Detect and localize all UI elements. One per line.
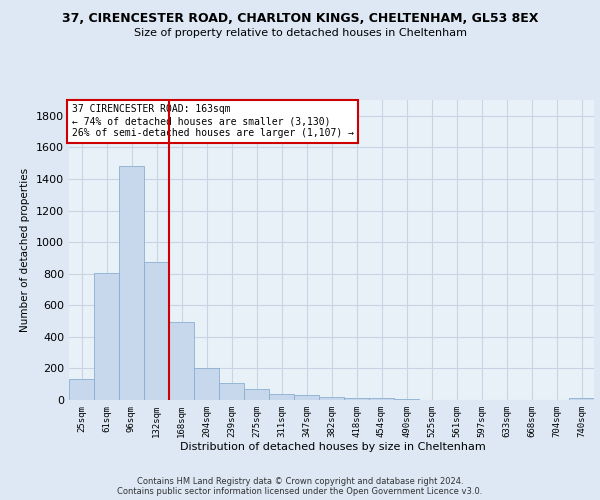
Text: Contains HM Land Registry data © Crown copyright and database right 2024.: Contains HM Land Registry data © Crown c…	[137, 478, 463, 486]
Bar	[319, 397, 344, 400]
Text: 37 CIRENCESTER ROAD: 163sqm
← 74% of detached houses are smaller (3,130)
26% of : 37 CIRENCESTER ROAD: 163sqm ← 74% of det…	[71, 104, 353, 138]
Bar	[269, 394, 294, 400]
Bar	[119, 166, 144, 400]
Bar	[394, 399, 419, 400]
Bar	[344, 398, 369, 400]
Bar	[244, 390, 269, 400]
Bar	[169, 322, 194, 400]
Text: Contains public sector information licensed under the Open Government Licence v3: Contains public sector information licen…	[118, 488, 482, 496]
Text: 37, CIRENCESTER ROAD, CHARLTON KINGS, CHELTENHAM, GL53 8EX: 37, CIRENCESTER ROAD, CHARLTON KINGS, CH…	[62, 12, 538, 26]
Bar	[69, 380, 94, 400]
Y-axis label: Number of detached properties: Number of detached properties	[20, 168, 31, 332]
Text: Distribution of detached houses by size in Cheltenham: Distribution of detached houses by size …	[180, 442, 486, 452]
Bar	[194, 368, 219, 400]
Bar	[369, 398, 394, 400]
Bar	[144, 262, 169, 400]
Bar	[219, 382, 244, 400]
Bar	[294, 396, 319, 400]
Bar	[569, 398, 594, 400]
Bar	[94, 273, 119, 400]
Text: Size of property relative to detached houses in Cheltenham: Size of property relative to detached ho…	[133, 28, 467, 38]
